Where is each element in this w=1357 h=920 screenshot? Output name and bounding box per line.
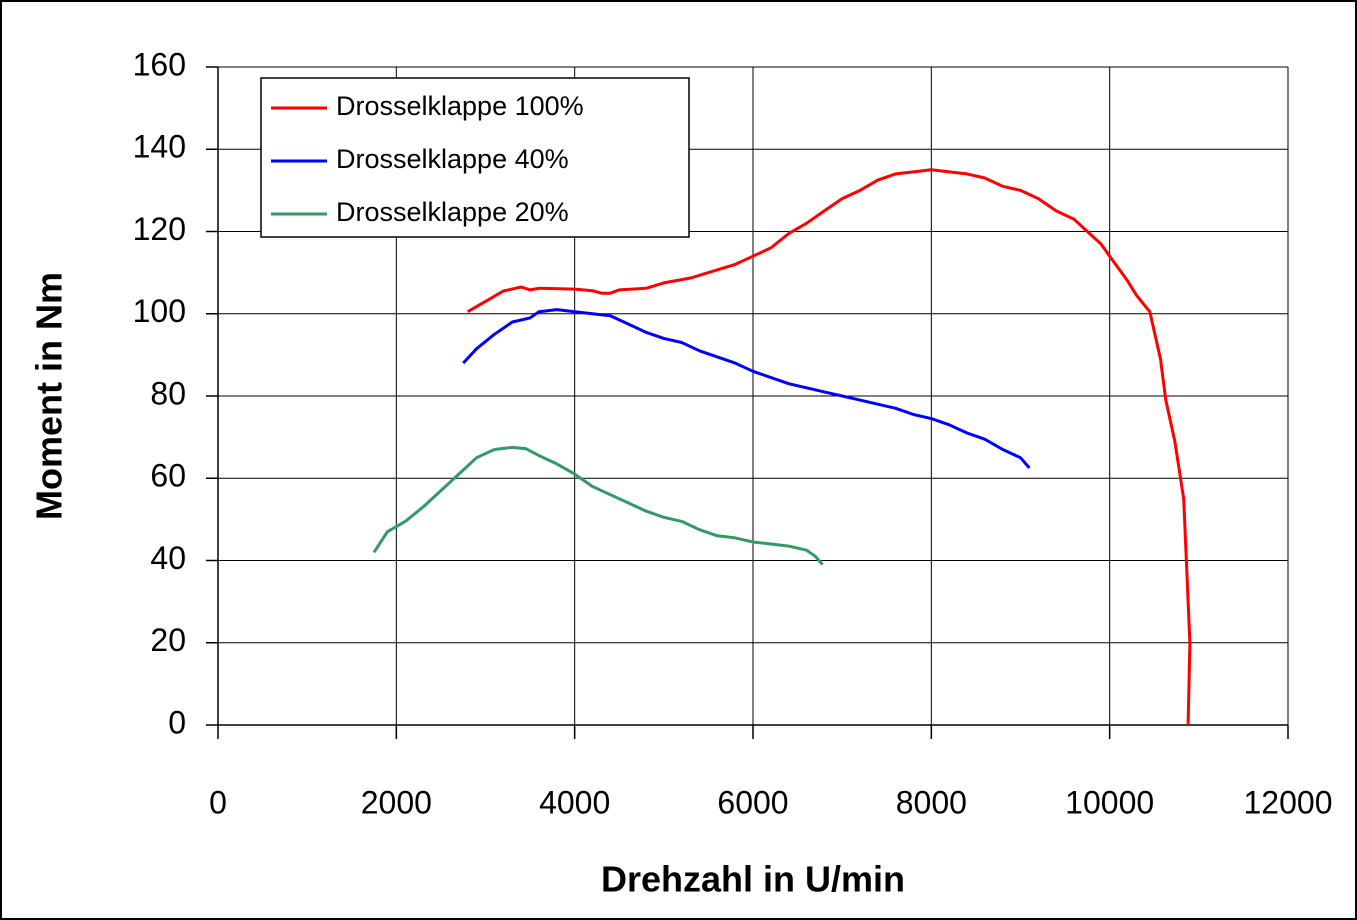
legend-label: Drosselklappe 20%	[336, 197, 569, 227]
legend-label: Drosselklappe 40%	[336, 144, 569, 174]
series-line	[466, 168, 1192, 726]
y-tick-label: 0	[168, 704, 186, 740]
x-axis-title: Drehzahl in U/min	[601, 859, 905, 900]
series-line	[372, 445, 824, 566]
y-tick-label: 140	[133, 129, 186, 165]
y-axis-title: Moment in Nm	[29, 272, 70, 520]
legend-box	[260, 77, 690, 238]
x-tick-label: 12000	[1244, 784, 1333, 820]
x-tick-label: 10000	[1065, 784, 1154, 820]
x-tick-label: 6000	[717, 784, 788, 820]
y-tick-label: 40	[150, 540, 186, 576]
y-tick-label: 20	[150, 622, 186, 658]
x-tick-label: 4000	[539, 784, 610, 820]
x-tick-label: 8000	[896, 784, 967, 820]
y-tick-label: 160	[133, 46, 186, 82]
x-tick-label: 0	[209, 784, 227, 820]
y-tick-label: 100	[133, 293, 186, 329]
series-line	[462, 308, 1031, 469]
y-tick-label: 60	[150, 458, 186, 494]
y-tick-label: 80	[150, 375, 186, 411]
legend-label: Drosselklappe 100%	[336, 91, 584, 121]
x-tick-label: 2000	[361, 784, 432, 820]
y-tick-label: 120	[133, 211, 186, 247]
